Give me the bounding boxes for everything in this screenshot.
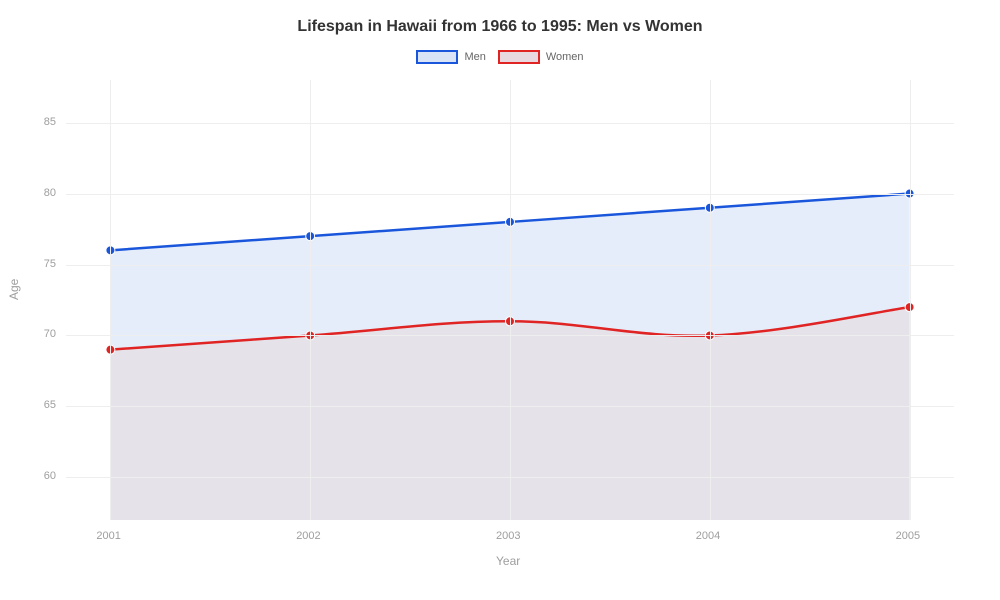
x-tick-label: 2005	[896, 530, 920, 542]
grid-line-vertical	[710, 80, 711, 520]
x-tick-label: 2002	[296, 530, 320, 542]
plot-area	[66, 80, 954, 520]
y-tick-label: 70	[44, 328, 56, 340]
grid-line-vertical	[910, 80, 911, 520]
x-tick-label: 2004	[696, 530, 720, 542]
grid-line-vertical	[510, 80, 511, 520]
y-axis-label: Age	[7, 279, 21, 300]
grid-line-vertical	[310, 80, 311, 520]
y-tick-label: 85	[44, 116, 56, 128]
y-tick-label: 75	[44, 258, 56, 270]
grid-line-vertical	[110, 80, 111, 520]
y-tick-label: 65	[44, 399, 56, 411]
x-axis-label: Year	[496, 554, 520, 568]
x-tick-label: 2003	[496, 530, 520, 542]
legend-label: Men	[464, 51, 485, 63]
legend-item-women[interactable]: Women	[498, 50, 584, 64]
legend-item-men[interactable]: Men	[416, 50, 485, 64]
y-tick-label: 60	[44, 470, 56, 482]
chart-container: Lifespan in Hawaii from 1966 to 1995: Me…	[0, 0, 1000, 600]
legend: Men Women	[0, 50, 1000, 64]
legend-label: Women	[546, 51, 584, 63]
y-tick-label: 80	[44, 187, 56, 199]
x-tick-label: 2001	[96, 530, 120, 542]
legend-swatch	[498, 50, 540, 64]
chart-title: Lifespan in Hawaii from 1966 to 1995: Me…	[0, 18, 1000, 36]
legend-swatch	[416, 50, 458, 64]
